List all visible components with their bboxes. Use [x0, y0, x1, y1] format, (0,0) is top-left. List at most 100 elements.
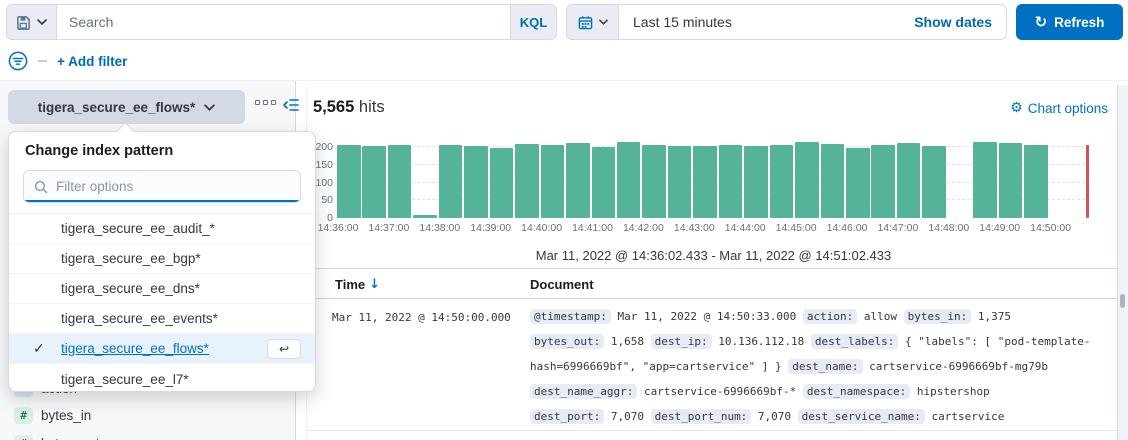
- sidebar-field-bytes_out[interactable]: # bytes_out: [14, 435, 100, 440]
- chart-options-label: Chart options: [1027, 100, 1108, 116]
- index-pattern-option-label: tigera_secure_ee_flows*: [61, 341, 209, 356]
- index-pattern-option-label: tigera_secure_ee_bgp*: [61, 251, 201, 266]
- histogram-bar[interactable]: [387, 144, 412, 218]
- index-pattern-label: tigera_secure_ee_flows*: [37, 99, 196, 115]
- x-tick-label: 14:47:00: [877, 222, 919, 234]
- row-divider: [306, 430, 1117, 431]
- number-field-icon: #: [14, 435, 33, 440]
- index-pattern-option[interactable]: tigera_secure_ee_audit_*: [9, 214, 315, 244]
- histogram-bar[interactable]: [438, 144, 463, 218]
- index-pattern-option[interactable]: tigera_secure_ee_l7*: [9, 364, 315, 394]
- index-filter-search[interactable]: [23, 170, 301, 203]
- field-name-badge: dest_port:: [530, 409, 605, 424]
- time-range-value[interactable]: Last 15 minutes: [633, 14, 732, 30]
- histogram-bar[interactable]: [693, 145, 717, 218]
- field-name-badge: dest_labels:: [810, 334, 899, 349]
- chevron-down-icon: [204, 103, 216, 111]
- sidebar-field-bytes_in[interactable]: # bytes_in: [14, 407, 91, 424]
- saved-query-menu-button[interactable]: [7, 5, 57, 39]
- x-tick-label: 14:46:00: [826, 222, 868, 234]
- current-time-marker: [1086, 145, 1089, 218]
- collapse-sidebar-icon[interactable]: [282, 97, 300, 113]
- field-name-badge: dest_name_aggr:: [530, 384, 638, 399]
- histogram-bar[interactable]: [413, 215, 437, 218]
- histogram-bar[interactable]: [540, 145, 565, 218]
- change-index-pattern-popover: Change index pattern tigera_secure_ee_au…: [8, 122, 316, 394]
- index-pattern-option[interactable]: tigera_secure_ee_bgp*: [9, 244, 315, 274]
- query-bar: Search KQL: [6, 4, 557, 40]
- search-icon: [34, 180, 48, 194]
- histogram-plot[interactable]: [337, 138, 1090, 218]
- histogram-bar[interactable]: [616, 142, 641, 218]
- number-field-icon: #: [14, 407, 33, 424]
- index-pattern-option-label: tigera_secure_ee_l7*: [61, 371, 189, 387]
- histogram-bar[interactable]: [973, 142, 997, 218]
- refresh-label: Refresh: [1054, 14, 1105, 30]
- kql-toggle-button[interactable]: KQL: [510, 5, 556, 39]
- scrollbar-thumb[interactable]: [1120, 294, 1125, 308]
- field-value: 7,070: [604, 410, 651, 423]
- histogram-bar[interactable]: [591, 146, 615, 218]
- histogram-bar[interactable]: [744, 145, 768, 218]
- index-pattern-option[interactable]: tigera_secure_ee_events*: [9, 304, 315, 334]
- histogram-bar[interactable]: [998, 143, 1023, 218]
- field-name-badge: action:: [802, 309, 858, 324]
- histogram-bar[interactable]: [896, 142, 921, 218]
- histogram-bar[interactable]: [871, 145, 895, 218]
- refresh-button[interactable]: ↻ Refresh: [1016, 4, 1123, 40]
- document-line: dest_port: 7,070 dest_port_num: 7,070 de…: [530, 404, 1116, 429]
- histogram-bar[interactable]: [820, 144, 845, 218]
- chart-options-button[interactable]: ⚙ Chart options: [1008, 100, 1108, 116]
- histogram-bar[interactable]: [667, 145, 692, 218]
- histogram-bar[interactable]: [1024, 144, 1048, 218]
- index-pattern-option[interactable]: ✓ tigera_secure_ee_flows* ↩: [9, 334, 315, 364]
- histogram-bar[interactable]: [922, 145, 946, 218]
- time-column-header[interactable]: Time ↓: [335, 277, 380, 292]
- sort-descending-icon: ↓: [369, 277, 381, 292]
- field-value: allow: [857, 310, 904, 323]
- histogram-bar[interactable]: [846, 147, 870, 218]
- histogram-bar[interactable]: [362, 145, 386, 218]
- x-tick-label: 14:37:00: [368, 222, 410, 234]
- y-tick-label: 200: [315, 141, 333, 153]
- field-value: 10.136.112.18: [711, 335, 811, 348]
- document-line: dest_name_aggr: cartservice-6996669bf-* …: [530, 379, 1116, 404]
- popover-title: Change index pattern: [25, 143, 174, 159]
- filter-icon[interactable]: [8, 51, 28, 71]
- field-value: 7,070: [751, 410, 798, 423]
- calendar-icon: [578, 15, 593, 30]
- field-name-badge: dest_port_num:: [650, 409, 752, 424]
- x-tick-label: 14:45:00: [775, 222, 817, 234]
- filter-bar: + Add filter: [8, 48, 127, 74]
- index-pattern-button[interactable]: tigera_secure_ee_flows*: [8, 90, 245, 124]
- histogram-bar[interactable]: [642, 144, 666, 218]
- show-dates-button[interactable]: Show dates: [914, 14, 992, 30]
- histogram-bar[interactable]: [566, 143, 590, 218]
- field-name-badge: dest_namespace:: [802, 384, 911, 399]
- date-quick-menu-button[interactable]: [567, 5, 619, 39]
- histogram-bar[interactable]: [795, 142, 819, 218]
- histogram-bar[interactable]: [489, 148, 514, 218]
- x-tick-label: 14:41:00: [572, 222, 613, 234]
- search-input[interactable]: Search: [69, 14, 114, 30]
- document-column-header: Document: [530, 277, 594, 292]
- histogram-bar[interactable]: [718, 145, 743, 218]
- return-key-icon: ↩: [267, 339, 301, 359]
- histogram-bar[interactable]: [464, 145, 488, 218]
- x-tick-label: 14:42:00: [622, 222, 664, 234]
- histogram-bar[interactable]: [337, 145, 361, 218]
- histogram-bar[interactable]: [515, 143, 539, 218]
- index-pattern-option[interactable]: tigera_secure_ee_dns*: [9, 274, 315, 304]
- index-filter-input[interactable]: [56, 179, 290, 194]
- histogram-x-axis: 14:36:00 14:37:00 14:38:00 14:39:00 14:40:00…: [318, 222, 1097, 236]
- field-options-icon[interactable]: [255, 100, 276, 105]
- filter-divider: [38, 60, 47, 62]
- x-tick-label: 14:43:00: [673, 222, 715, 234]
- document-cell: @timestamp: Mar 11, 2022 @ 14:50:33.000 …: [530, 304, 1116, 429]
- histogram-bar[interactable]: [769, 144, 794, 218]
- add-filter-button[interactable]: + Add filter: [57, 53, 128, 69]
- chevron-down-icon: [37, 19, 47, 25]
- hits-count: 5,565 hits: [313, 98, 385, 117]
- x-tick-label: 14:38:00: [419, 222, 461, 234]
- document-line: @timestamp:action:bytes_in:: [530, 436, 1011, 440]
